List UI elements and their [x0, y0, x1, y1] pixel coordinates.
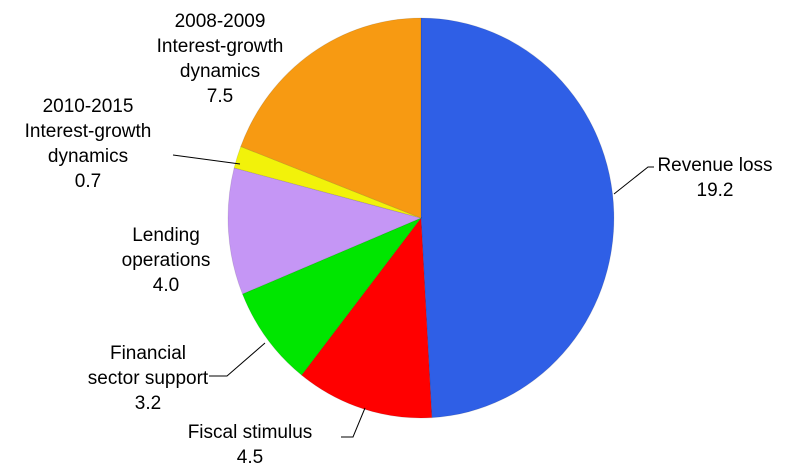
- slice-name-line: Lending: [132, 225, 200, 246]
- slice-value-revenue-loss: 19.2: [697, 180, 734, 201]
- slice-value-lending-operations: 4.0: [153, 275, 179, 296]
- leader-line-interest-growth-2010-2015: [172, 154, 241, 165]
- slice-name-line: Financial: [110, 343, 186, 364]
- slice-value-interest-growth-2008-2009: 7.5: [207, 86, 233, 107]
- slice-name-line: sector support: [88, 368, 209, 389]
- pie-slices: [227, 17, 615, 419]
- slice-value-interest-growth-2010-2015: 0.7: [75, 171, 101, 192]
- pie-slice-financial-sector-support: [241, 217, 423, 376]
- pie-slice-fiscal-stimulus: [301, 216, 433, 419]
- leader-line-financial-sector-support: [209, 342, 266, 377]
- slice-name-line: Interest-growth: [25, 121, 152, 142]
- slice-value-fiscal-stimulus: 4.5: [237, 447, 263, 465]
- leader-lines: [172, 154, 654, 438]
- slice-label-revenue-loss: Revenue loss 19.2: [657, 155, 772, 201]
- slice-name-line: operations: [122, 250, 211, 271]
- slice-labels: Revenue loss 19.2 Fiscal stimulus 4.5 Financ…: [25, 11, 773, 465]
- slice-label-interest-growth-2008-2009: 2008-2009 Interest-growth dynamics 7.5: [157, 11, 284, 107]
- pie-slice-lending-operations: [227, 167, 423, 295]
- slice-label-lending-operations: Lending operations 4.0: [122, 225, 211, 296]
- slice-name-line: Revenue loss: [657, 155, 772, 176]
- slice-label-fiscal-stimulus: Fiscal stimulus 4.5: [188, 422, 313, 465]
- slice-name-line: Interest-growth: [157, 36, 284, 57]
- pie-slice-interest-growth-2008-2009: [240, 17, 422, 219]
- slice-name-line: Fiscal stimulus: [188, 422, 313, 443]
- slice-name-line: dynamics: [48, 146, 128, 167]
- slice-name-line: dynamics: [180, 61, 260, 82]
- slice-name-line: 2010-2015: [43, 96, 134, 117]
- slice-value-financial-sector-support: 3.2: [135, 393, 161, 414]
- leader-line-revenue-loss: [613, 166, 654, 195]
- slice-label-interest-growth-2010-2015: 2010-2015 Interest-growth dynamics 0.7: [25, 96, 152, 192]
- slice-name-line: 2008-2009: [175, 11, 266, 32]
- leader-line-fiscal-stimulus: [341, 407, 366, 438]
- pie-slice-revenue-loss: [420, 17, 615, 419]
- pie-slice-interest-growth-2010-2015: [233, 145, 422, 219]
- slice-label-financial-sector-support: Financial sector support 3.2: [88, 343, 209, 414]
